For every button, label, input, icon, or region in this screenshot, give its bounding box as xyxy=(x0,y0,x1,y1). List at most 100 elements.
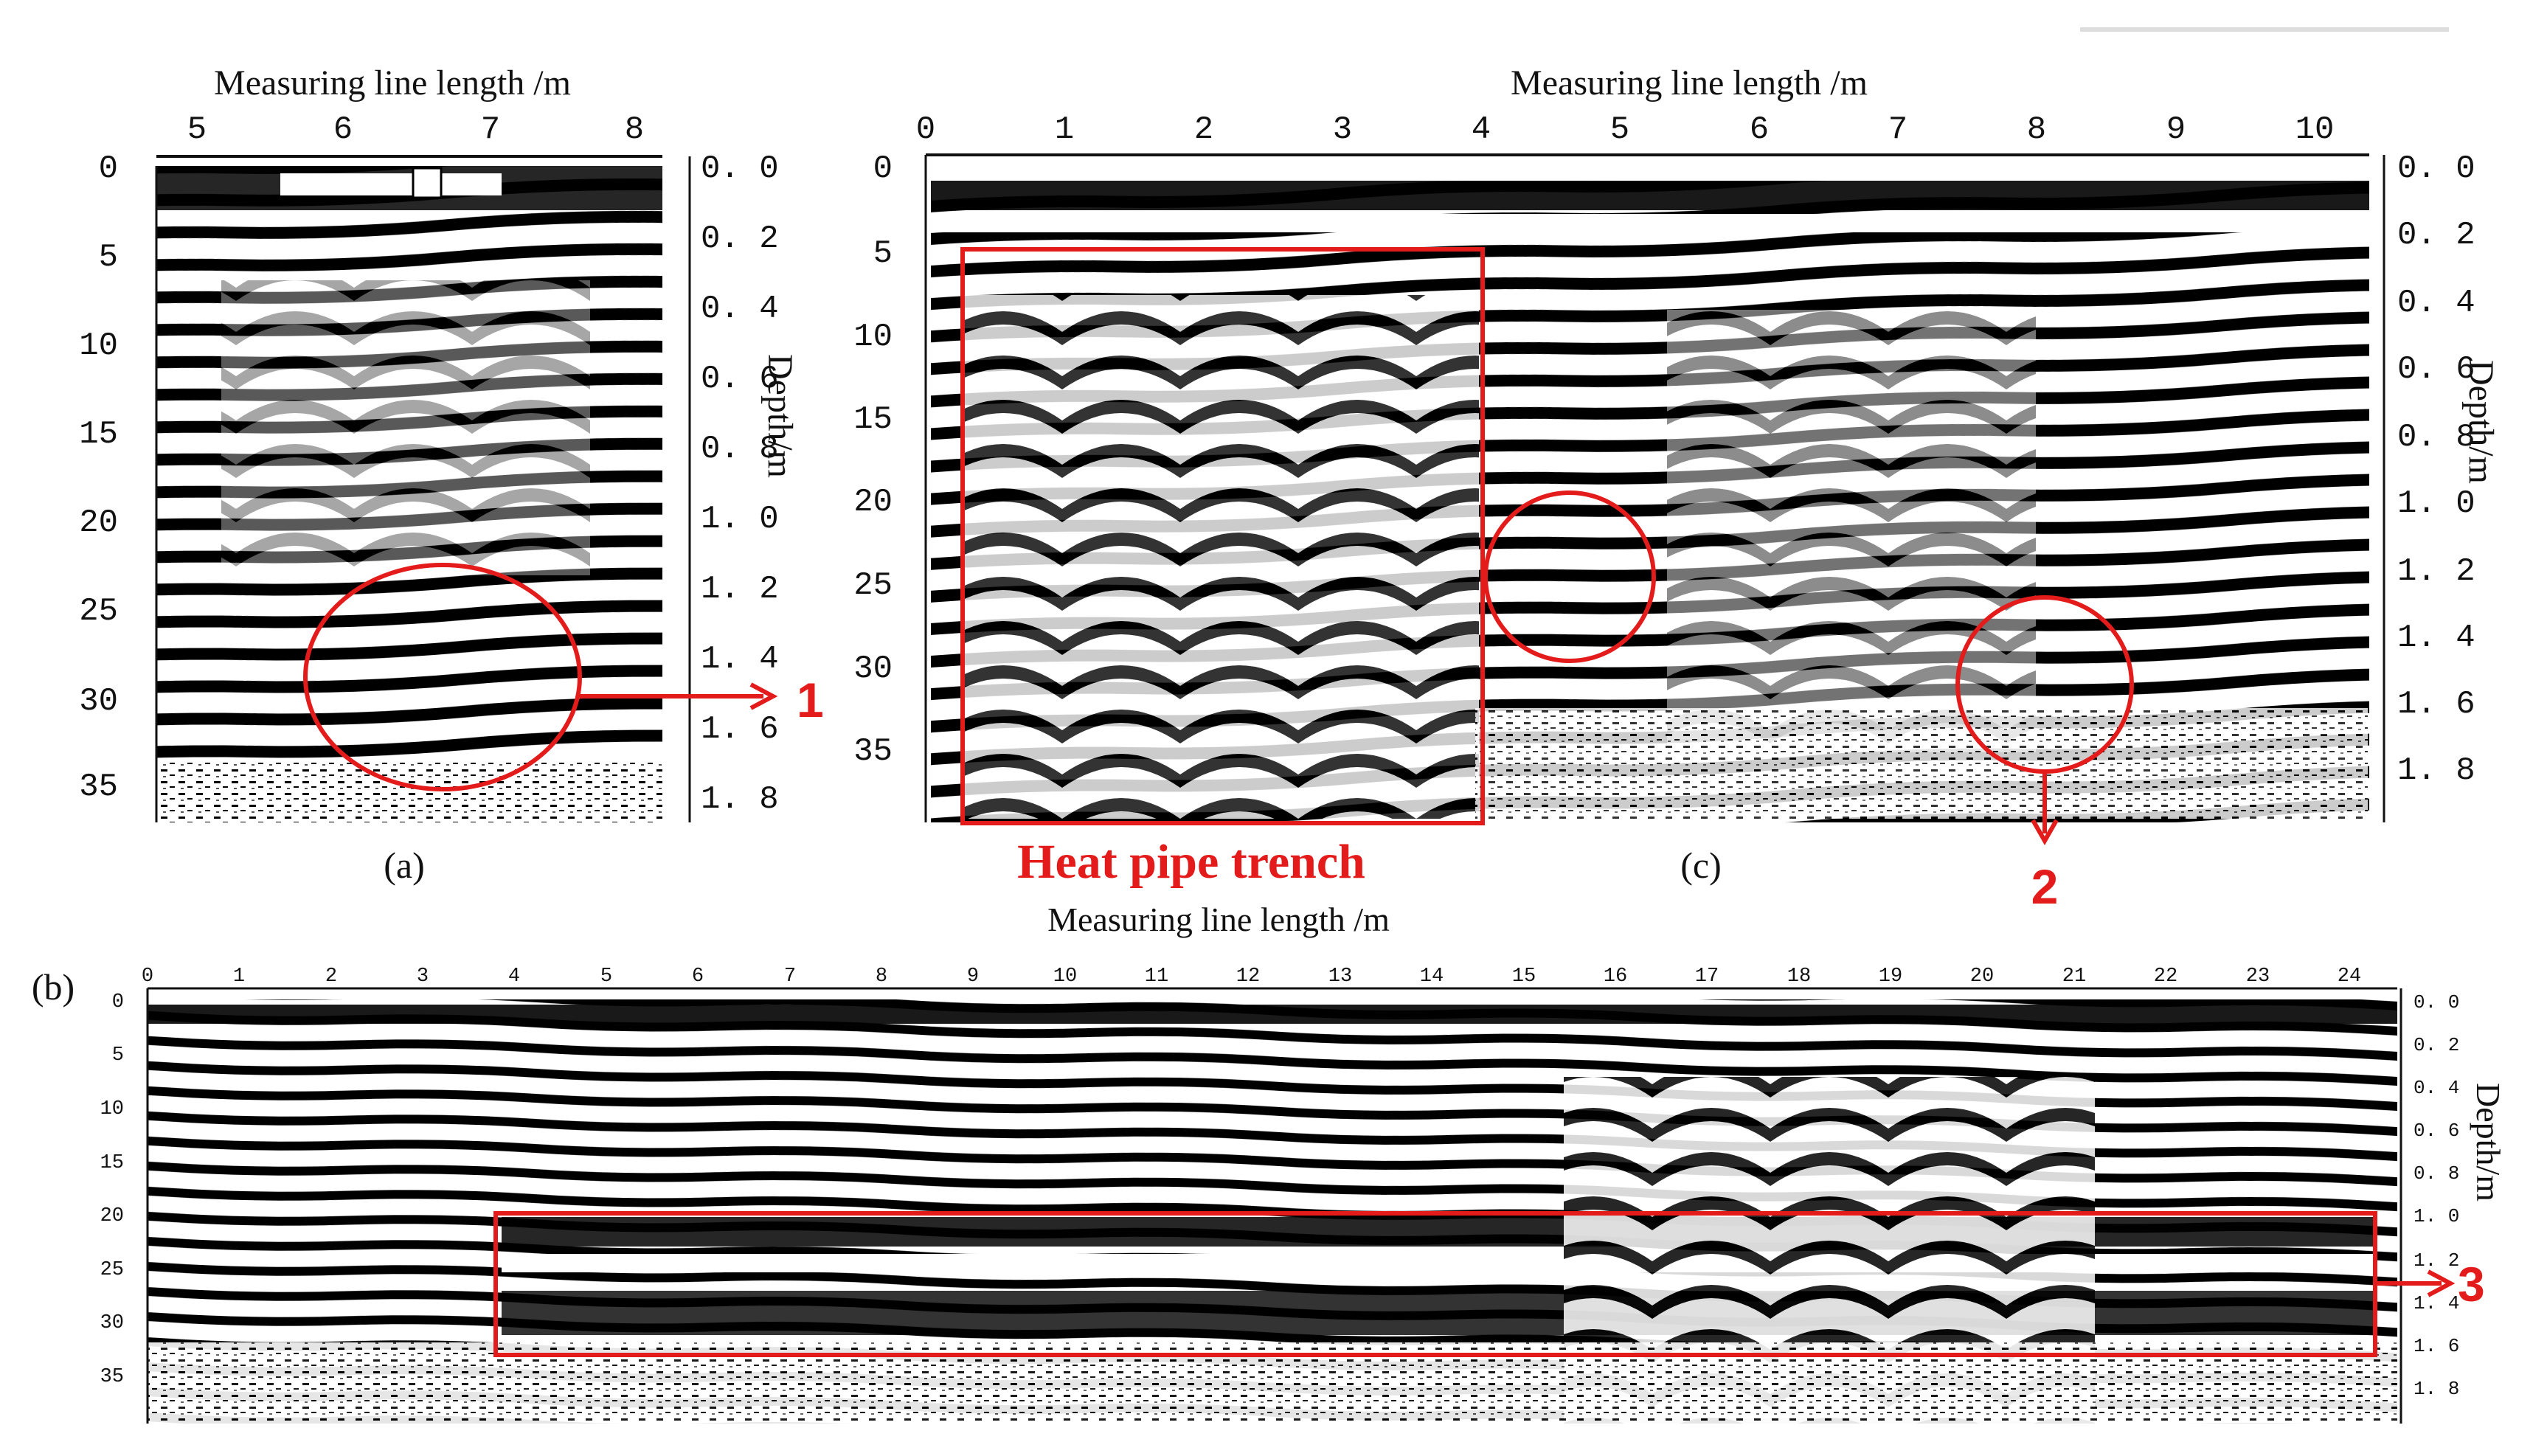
panel-b-depth-tick: 1. 0 xyxy=(2414,1205,2459,1227)
panel-c-x-tick: 2 xyxy=(1194,111,1213,148)
panel-b-x-tick: 20 xyxy=(1970,966,1994,988)
panel-c-depth-tick: 0. 0 xyxy=(2397,150,2475,187)
panel-c-left-tick: 25 xyxy=(853,567,893,604)
panel-a-depth-tick: 1. 6 xyxy=(701,711,779,748)
panel-a-x-tick: 8 xyxy=(625,111,644,148)
panel-b-depth-tick: 1. 2 xyxy=(2414,1249,2459,1272)
panel-a-depth-tick: 1. 4 xyxy=(701,641,779,678)
panel-c-trench-box xyxy=(960,247,1485,825)
panel-c-left-tick: 35 xyxy=(853,733,893,770)
panel-c-x-tick: 3 xyxy=(1333,111,1352,148)
panel-b-left-tick: 20 xyxy=(100,1205,124,1227)
panel-c-left-tick: 20 xyxy=(853,484,893,521)
panel-b-left-tick: 0 xyxy=(112,991,124,1013)
panel-b-left-tick: 30 xyxy=(100,1312,124,1334)
panel-c-depth-tick: 1. 8 xyxy=(2397,752,2475,789)
panel-b-x-tick: 18 xyxy=(1787,966,1811,988)
panel-a-left-ticks: 0 5 10 15 20 25 30 35 xyxy=(79,150,118,805)
panel-b-marker-label: 3 xyxy=(2458,1257,2485,1311)
panel-a-left-tick: 0 xyxy=(99,150,118,187)
panel-a-label: (a) xyxy=(384,845,425,886)
panel-b-left-tick: 5 xyxy=(112,1044,124,1067)
panel-a-depth-tick: 0. 8 xyxy=(701,431,779,468)
panel-a-radargram xyxy=(156,166,662,822)
panel-c-depth-tick: 0. 8 xyxy=(2397,419,2475,456)
panel-a-arrowhead xyxy=(749,682,778,710)
panel-b-x-tick: 4 xyxy=(508,966,520,988)
panel-c-marker-label: 2 xyxy=(2031,859,2059,914)
panel-b-depth-tick: 0. 6 xyxy=(2414,1120,2459,1142)
panel-c-x-ticks: 0 1 2 3 4 5 6 7 8 9 10 xyxy=(916,111,2335,148)
panel-a-x-tick: 5 xyxy=(187,111,207,148)
panel-a-depth-tick: 0. 6 xyxy=(701,361,779,398)
panel-a-depth-ticks: 0. 0 0. 2 0. 4 0. 6 0. 8 1. 0 1. 2 1. 4 … xyxy=(701,150,779,818)
panel-c-x-tick: 5 xyxy=(1610,111,1629,148)
panel-b-x-tick: 11 xyxy=(1145,966,1168,988)
panel-a-left-tick: 35 xyxy=(79,769,118,805)
panel-b-depth-tick: 1. 6 xyxy=(2414,1335,2459,1357)
panel-c-depth-tick: 1. 0 xyxy=(2397,485,2475,522)
panel-c-anomaly-circle-left xyxy=(1483,490,1656,663)
panel-c-x-tick: 9 xyxy=(2166,111,2186,148)
panel-b-depth-tick: 0. 2 xyxy=(2414,1034,2459,1056)
panel-b-x-tick: 10 xyxy=(1053,966,1077,988)
panel-c-depth-tick: 0. 6 xyxy=(2397,351,2475,388)
panel-b-x-tick: 14 xyxy=(1420,966,1444,988)
panel-a-left-tick: 15 xyxy=(79,416,118,453)
panel-c-label: (c) xyxy=(1680,845,1722,886)
panel-c: Measuring line length /m 0 1 2 3 4 5 6 7… xyxy=(853,27,2501,914)
panel-c-x-tick: 1 xyxy=(1055,111,1074,148)
panel-b-left-tick: 10 xyxy=(100,1098,124,1120)
panel-c-left-tick: 10 xyxy=(853,319,893,356)
panel-b-left-tick: 35 xyxy=(100,1366,124,1388)
panel-a-left-tick: 30 xyxy=(79,683,118,720)
panel-a: Measuring line length /m 5 6 7 8 0 5 10 … xyxy=(79,63,824,886)
panel-c-arrowhead xyxy=(2031,819,2059,846)
panel-a-x-ticks: 5 6 7 8 xyxy=(187,111,644,148)
panel-b-x-tick: 3 xyxy=(417,966,429,988)
panel-b-x-tick: 22 xyxy=(2154,966,2177,988)
panel-c-x-tick: 10 xyxy=(2295,111,2335,148)
panel-a-depth-tick: 0. 2 xyxy=(701,221,779,257)
panel-c-depth-title: Depth/m xyxy=(2461,360,2501,484)
panel-a-depth-tick: 0. 4 xyxy=(701,291,779,327)
panel-c-x-tick: 7 xyxy=(1888,111,1907,148)
panel-c-x-tick: 4 xyxy=(1472,111,1491,148)
panel-a-left-tick: 20 xyxy=(79,505,118,541)
panel-b-arrowhead xyxy=(2427,1269,2456,1297)
panel-c-x-tick: 0 xyxy=(916,111,935,148)
panel-b-depth-tick: 0. 8 xyxy=(2414,1162,2459,1185)
panel-a-marker-label: 1 xyxy=(797,673,824,727)
panel-c-depth-ticks: 0. 0 0. 2 0. 4 0. 6 0. 8 1. 0 1. 2 1. 4 … xyxy=(2397,150,2475,789)
panel-b-x-tick: 1 xyxy=(233,966,245,988)
panel-b-x-tick: 2 xyxy=(325,966,337,988)
panel-b-x-tick: 5 xyxy=(600,966,612,988)
panel-b-x-axis-title: Measuring line length /m xyxy=(1047,901,1390,938)
panel-b-depth-tick: 1. 8 xyxy=(2414,1378,2459,1400)
panel-b-x-tick: 7 xyxy=(784,966,796,988)
panel-b-x-tick: 8 xyxy=(876,966,887,988)
panel-c-x-tick: 6 xyxy=(1750,111,1769,148)
panel-a-x-tick: 7 xyxy=(481,111,500,148)
panel-b-depth-tick: 0. 4 xyxy=(2414,1077,2459,1099)
panel-c-left-tick: 0 xyxy=(873,150,893,187)
panel-a-left-tick: 5 xyxy=(99,239,118,276)
panel-b-left-ticks: 0 5 10 15 20 25 30 35 xyxy=(100,991,124,1388)
panel-b-left-tick: 15 xyxy=(100,1152,124,1174)
panel-a-depth-tick: 0. 0 xyxy=(701,150,779,187)
panel-c-left-ticks: 0 5 10 15 20 25 30 35 xyxy=(853,150,893,770)
panel-b-x-tick: 15 xyxy=(1512,966,1536,988)
panel-a-x-axis-title: Measuring line length /m xyxy=(214,63,571,103)
panel-c-radargram xyxy=(931,181,2369,822)
panel-c-x-axis-title: Measuring line length /m xyxy=(1511,63,1868,103)
panel-b-x-tick: 6 xyxy=(692,966,704,988)
panel-a-left-tick: 10 xyxy=(79,327,118,364)
panel-b-x-tick: 9 xyxy=(967,966,979,988)
panel-c-depth-tick: 0. 2 xyxy=(2397,217,2475,254)
panel-a-depth-tick: 1. 2 xyxy=(701,571,779,608)
panel-a-x-tick: 6 xyxy=(333,111,353,148)
panel-c-left-tick: 15 xyxy=(853,401,893,438)
panel-b-label: (b) xyxy=(32,966,74,1008)
panel-b-x-tick: 19 xyxy=(1879,966,1902,988)
